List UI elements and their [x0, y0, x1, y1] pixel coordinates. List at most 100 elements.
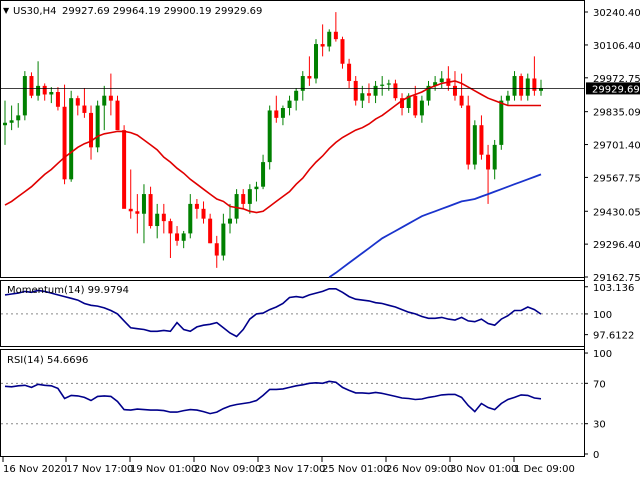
candle-body [327, 31, 332, 47]
candle [69, 90, 74, 182]
price-tick-label: 29296.40 [593, 240, 640, 251]
candle [532, 56, 537, 96]
candle-body [62, 106, 67, 180]
rsi-layer: 100 70 30 0 [1, 349, 612, 461]
candle [227, 203, 232, 234]
time-tick-label: 30 Nov 01:00 [450, 464, 517, 475]
candle [42, 83, 47, 101]
candle [16, 103, 21, 128]
header-symbol-icon: ▼ [3, 6, 10, 15]
candle [55, 87, 60, 111]
candle [29, 72, 34, 99]
momentum-layer: 103.136 100 97.6122 [1, 283, 634, 342]
candle [234, 189, 239, 224]
candle-body [347, 63, 352, 81]
candle [108, 73, 113, 116]
candle [380, 76, 385, 96]
candle-body [16, 115, 21, 121]
candle-body [108, 95, 113, 101]
candle [294, 88, 299, 111]
momentum-tick-label: 100 [593, 310, 612, 321]
candle [512, 71, 517, 101]
candle [353, 76, 358, 106]
candle-body [519, 76, 524, 96]
candle-body [340, 39, 345, 64]
candle-body [168, 221, 173, 234]
candle-body [29, 76, 34, 96]
candle-body [386, 83, 391, 85]
candle-body [439, 78, 444, 83]
candle-body [89, 112, 94, 148]
candle-body [194, 203, 199, 209]
candle-body [69, 98, 74, 180]
momentum-line [4, 288, 542, 338]
candle-body [102, 95, 107, 106]
candle-body [141, 194, 146, 214]
candle-body [433, 82, 438, 86]
main-panel-frame [0, 0, 585, 278]
candle [221, 213, 226, 261]
candle [82, 88, 87, 118]
candle-body [3, 122, 7, 126]
candle-body [400, 98, 405, 109]
price-tick-label: 29701.40 [593, 141, 640, 152]
candle-body [499, 100, 504, 145]
candle [452, 71, 457, 101]
candle [261, 154, 266, 190]
candle-body [175, 233, 180, 241]
candle-body [135, 211, 140, 214]
candle [347, 58, 352, 89]
candle-body [9, 120, 14, 123]
candle [75, 95, 80, 116]
candle-body [413, 95, 418, 116]
candle [539, 79, 543, 96]
candle [188, 194, 193, 239]
rsi-tick-label: 0 [593, 450, 599, 461]
candle [360, 85, 365, 109]
time-tick-label: 16 Nov 2020 [3, 464, 67, 475]
candle-body [22, 76, 27, 116]
candle-body [247, 189, 252, 204]
rsi-tick-label: 30 [593, 420, 606, 431]
current-price-label-bg [586, 82, 640, 95]
candle [148, 186, 153, 229]
candle-body [320, 44, 325, 47]
candle [115, 95, 120, 131]
candle-body [234, 194, 239, 219]
price-tick-label: 29972.75 [593, 74, 640, 85]
candle [287, 95, 292, 116]
candle [181, 230, 186, 249]
candle-body [122, 130, 127, 209]
candle-body [472, 125, 477, 165]
candle [122, 125, 127, 209]
rsi-title: RSI(14) 54.6696 [7, 355, 88, 366]
candle [22, 71, 27, 121]
candle-body [532, 78, 537, 91]
candle [366, 83, 371, 104]
candle-body [486, 154, 491, 170]
price-tick-label: 29430.05 [593, 207, 640, 218]
candle [89, 105, 94, 160]
candle-body [280, 108, 285, 118]
candle-body [366, 93, 371, 96]
candle-body [426, 85, 431, 101]
candle [135, 194, 140, 234]
candle-body [466, 105, 471, 165]
candle-body [452, 85, 457, 96]
candle-body [188, 203, 193, 234]
time-tick-label: 23 Nov 17:00 [258, 464, 325, 475]
candle [49, 87, 54, 104]
header-symbol-label: US30,H4 [13, 6, 56, 17]
candle [214, 235, 219, 268]
candle [155, 203, 160, 239]
candle [201, 201, 206, 224]
candle-body [254, 186, 259, 190]
candle-body [380, 84, 385, 86]
candle [280, 105, 285, 126]
candle [208, 213, 213, 244]
candle [439, 71, 444, 89]
time-tick-label: 1 Dec 09:00 [514, 464, 575, 475]
candle-body [525, 78, 530, 96]
